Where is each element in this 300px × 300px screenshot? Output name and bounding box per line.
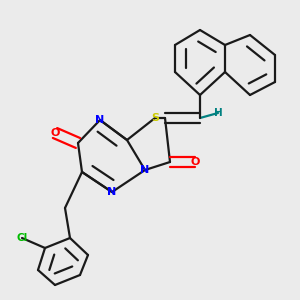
Text: N: N <box>107 187 117 197</box>
Text: Cl: Cl <box>16 233 28 243</box>
Text: N: N <box>95 115 105 125</box>
Text: H: H <box>214 108 222 118</box>
Text: O: O <box>50 128 60 138</box>
Text: S: S <box>151 113 159 123</box>
Text: N: N <box>140 165 150 175</box>
Text: O: O <box>190 157 200 167</box>
